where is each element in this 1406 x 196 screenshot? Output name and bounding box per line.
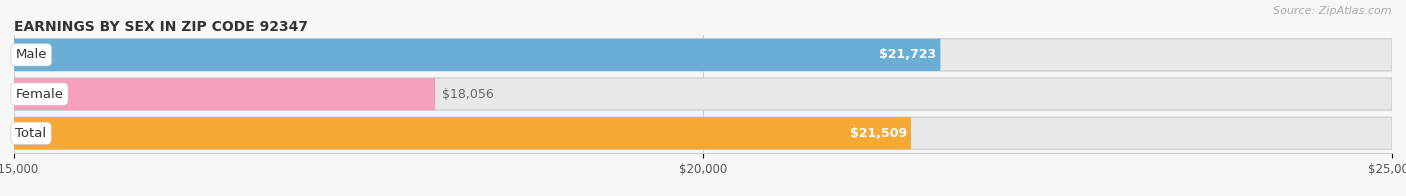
FancyBboxPatch shape [14, 78, 434, 110]
FancyBboxPatch shape [14, 117, 1392, 149]
Text: $21,509: $21,509 [849, 127, 907, 140]
FancyBboxPatch shape [14, 39, 1392, 71]
Text: Female: Female [15, 88, 63, 101]
Text: Total: Total [15, 127, 46, 140]
FancyBboxPatch shape [14, 117, 1392, 149]
FancyBboxPatch shape [14, 78, 1392, 110]
Text: $18,056: $18,056 [441, 88, 494, 101]
FancyBboxPatch shape [14, 39, 1392, 71]
Text: Male: Male [15, 48, 46, 61]
FancyBboxPatch shape [14, 39, 941, 71]
Text: Source: ZipAtlas.com: Source: ZipAtlas.com [1274, 6, 1392, 16]
FancyBboxPatch shape [14, 117, 911, 149]
Text: EARNINGS BY SEX IN ZIP CODE 92347: EARNINGS BY SEX IN ZIP CODE 92347 [14, 20, 308, 34]
FancyBboxPatch shape [14, 78, 1392, 110]
Text: $21,723: $21,723 [879, 48, 936, 61]
